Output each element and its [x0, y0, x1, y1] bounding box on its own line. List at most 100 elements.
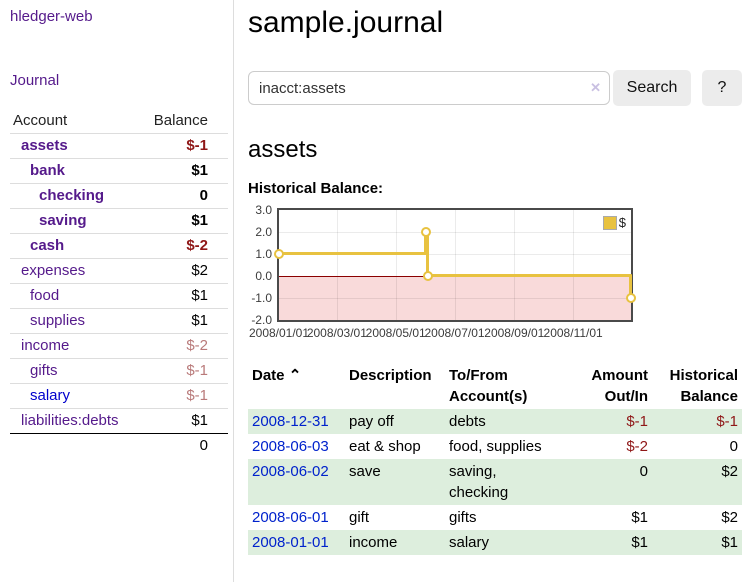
y-axis-label: 1.0: [246, 246, 272, 262]
cell-amount: $-2: [563, 434, 652, 459]
transaction-date-link[interactable]: 2008-06-01: [252, 509, 329, 526]
cell-accounts: salary: [445, 530, 563, 555]
x-axis-label: 2008/11/01: [544, 326, 603, 340]
sidebar: hledger-web Journal Account Balance asse…: [0, 0, 233, 458]
account-row: saving$1: [10, 209, 228, 234]
account-row: expenses $2: [10, 259, 228, 284]
account-total-row: 0: [10, 434, 228, 458]
account-link-cash[interactable]: cash: [10, 235, 64, 257]
y-axis-label: 0.0: [246, 268, 272, 284]
account-row: supplies $1: [10, 309, 228, 334]
account-link-assets[interactable]: assets: [10, 135, 68, 157]
search-button[interactable]: Search: [613, 70, 691, 106]
cell-accounts: debts: [445, 409, 563, 434]
account-link-expenses[interactable]: expenses: [10, 260, 85, 282]
account-row: cash $-2: [10, 234, 228, 259]
x-axis-label: 2008/05/01: [366, 326, 426, 340]
cell-balance: 0: [652, 434, 742, 459]
search-row: ✕ Search ?: [248, 70, 742, 106]
chart-plot-area: $: [277, 208, 633, 322]
transaction-date-link[interactable]: 2008-01-01: [252, 534, 329, 551]
cell-amount: 0: [563, 459, 652, 505]
register-row: 2008-12-31pay offdebts$-1$-1: [248, 409, 742, 434]
account-link-liabilities:debts[interactable]: liabilities:debts: [10, 410, 119, 432]
help-button[interactable]: ?: [702, 70, 742, 106]
gridline-vertical: [337, 210, 338, 320]
cell-amount: $1: [563, 530, 652, 555]
account-balance: $1: [191, 310, 208, 332]
gridline-vertical: [573, 210, 574, 320]
account-row: checking 0: [10, 184, 228, 209]
account-row: food$1: [10, 284, 228, 309]
column-header-date[interactable]: Date ⌃: [248, 363, 345, 409]
account-link-saving[interactable]: saving: [10, 210, 87, 232]
cell-date: 2008-06-02: [248, 459, 345, 505]
x-axis-label: 2008/09/01: [484, 326, 544, 340]
balance-column-header: Balance: [154, 110, 208, 132]
account-row: bank $1: [10, 159, 228, 184]
account-link-bank[interactable]: bank: [10, 160, 65, 182]
account-balance: $-2: [186, 235, 208, 257]
account-link-salary[interactable]: salary: [10, 385, 70, 407]
account-balance: $1: [191, 160, 208, 182]
transaction-date-link[interactable]: 2008-06-03: [252, 438, 329, 455]
account-link-food[interactable]: food: [10, 285, 59, 307]
data-point-marker: [274, 249, 284, 259]
series-segment: [278, 252, 427, 255]
account-link-supplies[interactable]: supplies: [10, 310, 85, 332]
column-header-amount: Amount Out/In: [563, 363, 652, 409]
total-balance: 0: [200, 435, 208, 457]
cell-date: 2008-06-03: [248, 434, 345, 459]
clear-search-icon[interactable]: ✕: [590, 80, 601, 95]
account-row: assets$-1: [10, 134, 228, 159]
account-balance: $1: [191, 410, 208, 432]
account-link-checking[interactable]: checking: [10, 185, 104, 207]
cell-date: 2008-12-31: [248, 409, 345, 434]
account-balance: $2: [191, 260, 208, 282]
account-column-header: Account: [13, 110, 67, 132]
gridline-vertical: [455, 210, 456, 320]
cell-description: save: [345, 459, 445, 505]
legend-label: $: [619, 215, 626, 230]
account-row: gifts$-1: [10, 359, 228, 384]
cell-accounts: gifts: [445, 505, 563, 530]
chart-label: Historical Balance:: [248, 180, 742, 198]
series-segment: [427, 274, 632, 277]
gridline-horizontal: [279, 232, 631, 233]
register-row: 2008-01-01incomesalary$1$1: [248, 530, 742, 555]
cell-description: pay off: [345, 409, 445, 434]
account-heading: assets: [248, 136, 742, 164]
legend-swatch: [603, 216, 617, 230]
cell-balance: $1: [652, 530, 742, 555]
account-balance: 0: [200, 185, 208, 207]
account-link-income[interactable]: income: [10, 335, 69, 357]
register-row: 2008-06-02savesaving, checking0$2: [248, 459, 742, 505]
column-header-balance: Historical Balance: [652, 363, 742, 409]
column-header-accounts: To/From Account(s): [445, 363, 563, 409]
transaction-date-link[interactable]: 2008-12-31: [252, 413, 329, 430]
register-table: Date ⌃ Description To/From Account(s) Am…: [248, 363, 742, 555]
account-link-gifts[interactable]: gifts: [10, 360, 58, 382]
y-axis-label: 2.0: [246, 224, 272, 240]
gridline-horizontal: [279, 298, 631, 299]
page-title: sample.journal: [248, 6, 742, 40]
transaction-date-link[interactable]: 2008-06-02: [252, 463, 329, 480]
chart-legend: $: [602, 214, 627, 231]
app-brand-link[interactable]: hledger-web: [10, 8, 93, 25]
cell-balance: $-1: [652, 409, 742, 434]
cell-description: eat & shop: [345, 434, 445, 459]
account-balance: $-1: [186, 385, 208, 407]
cell-description: income: [345, 530, 445, 555]
sidebar-divider: [233, 0, 234, 582]
gridline-vertical: [396, 210, 397, 320]
account-table-header: Account Balance: [10, 110, 228, 134]
account-row: liabilities:debts $1: [10, 409, 228, 434]
historical-balance-chart: $3.02.01.00.0-1.0-2.02008/01/012008/03/0…: [248, 205, 742, 347]
search-input[interactable]: [248, 71, 610, 105]
search-box: ✕: [248, 71, 610, 105]
cell-date: 2008-06-01: [248, 505, 345, 530]
register-row: 2008-06-01giftgifts$1$2: [248, 505, 742, 530]
sort-asc-icon: ⌃: [289, 367, 302, 384]
sidebar-item-journal[interactable]: Journal: [10, 72, 59, 89]
cell-balance: $2: [652, 505, 742, 530]
